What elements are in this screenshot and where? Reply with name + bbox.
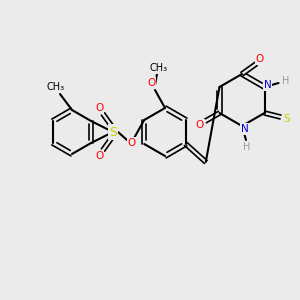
Text: O: O [128,138,136,148]
Text: S: S [283,114,290,124]
Text: O: O [256,54,264,64]
Text: S: S [109,125,117,139]
Text: O: O [95,103,103,113]
Text: H: H [243,142,251,152]
Text: O: O [95,151,103,161]
Text: O: O [195,120,204,130]
Text: CH₃: CH₃ [150,63,168,73]
Text: H: H [282,76,289,86]
Text: N: N [241,124,249,134]
Text: CH₃: CH₃ [47,82,65,92]
Text: N: N [264,80,272,90]
Text: O: O [147,78,155,88]
